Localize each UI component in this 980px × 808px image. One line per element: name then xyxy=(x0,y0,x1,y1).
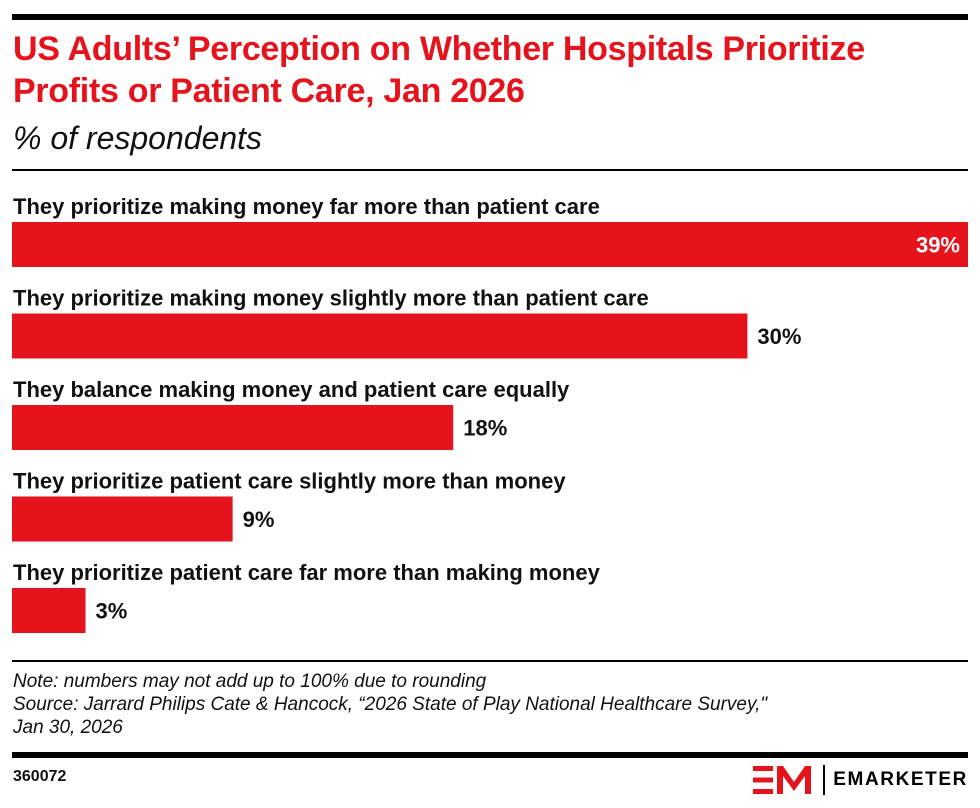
source-text-line-1: Source: Jarrard Philips Cate & Hancock, … xyxy=(13,694,768,715)
chart-notes: Note: numbers may not add up to 100% due… xyxy=(13,670,963,739)
value-label: 30% xyxy=(757,324,801,349)
value-label: 18% xyxy=(463,416,507,441)
bottom-rule xyxy=(12,752,968,758)
bar xyxy=(12,405,454,450)
chart-subtitle: % of respondents xyxy=(13,120,263,156)
chart-id: 360072 xyxy=(13,768,67,785)
bar xyxy=(12,222,968,267)
subtitle-rule xyxy=(12,169,968,171)
source-text-line-2: Jan 30, 2026 xyxy=(13,717,123,738)
category-label: They prioritize patient care far more th… xyxy=(13,560,601,585)
bar-chart: They prioritize making money far more th… xyxy=(12,194,968,633)
value-label: 39% xyxy=(916,233,960,258)
category-label: They prioritize making money far more th… xyxy=(13,194,600,219)
bar xyxy=(12,313,748,359)
brand-name: EMARKETER xyxy=(833,769,968,790)
category-label: They prioritize making money slightly mo… xyxy=(13,286,649,311)
category-label: They balance making money and patient ca… xyxy=(13,377,570,402)
chart-title: US Adults’ Perception on Whether Hospita… xyxy=(13,30,865,110)
note-text: Note: numbers may not add up to 100% due… xyxy=(13,671,487,692)
category-label: They prioritize patient care slightly mo… xyxy=(13,469,566,494)
bar xyxy=(12,588,86,633)
value-label: 9% xyxy=(243,507,275,532)
brand-logo: EMARKETER xyxy=(753,762,968,798)
bar xyxy=(12,496,233,542)
brand-separator xyxy=(823,765,826,795)
value-label: 3% xyxy=(96,599,128,624)
note-rule xyxy=(12,660,968,662)
top-rule xyxy=(12,14,968,20)
em-logo-icon xyxy=(753,766,812,794)
